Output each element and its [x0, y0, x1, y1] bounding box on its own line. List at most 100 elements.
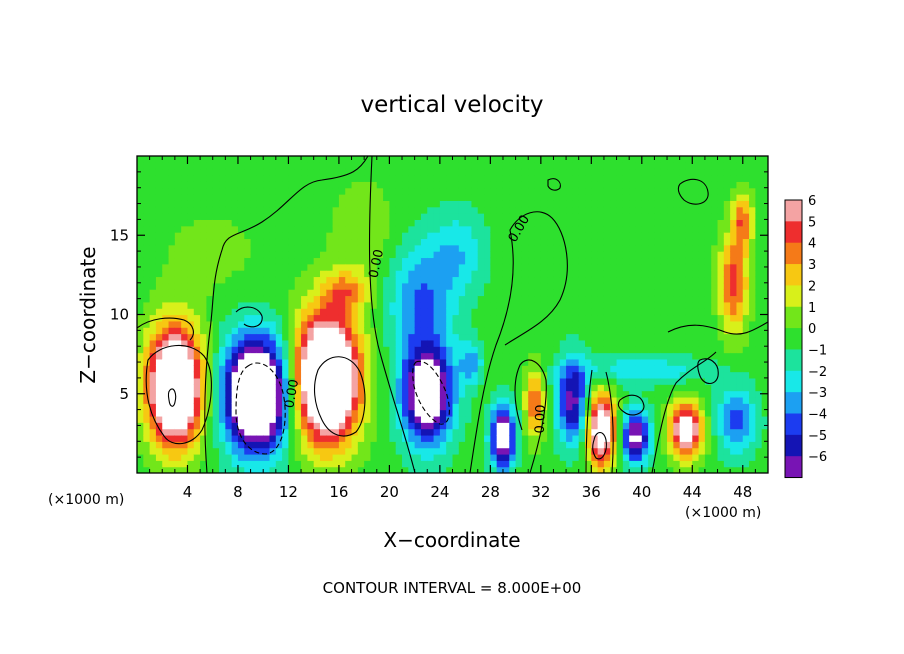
field-cell	[162, 251, 170, 259]
field-cell	[736, 282, 744, 290]
field-cell	[540, 339, 548, 347]
field-cell	[717, 276, 725, 284]
field-cell	[263, 339, 271, 347]
field-cell	[566, 358, 573, 366]
field-cell	[376, 200, 384, 208]
field-cell	[162, 396, 170, 404]
field-cell	[439, 162, 447, 170]
field-cell	[736, 257, 744, 265]
field-cell	[660, 447, 668, 455]
field-cell	[313, 346, 321, 354]
field-cell	[181, 428, 189, 436]
field-cell	[547, 453, 555, 461]
field-cell	[269, 213, 277, 220]
field-cell	[559, 346, 567, 354]
field-cell	[275, 181, 283, 189]
field-cell	[496, 162, 504, 170]
field-cell	[521, 219, 529, 227]
field-cell	[402, 327, 409, 335]
field-cell	[559, 314, 567, 322]
field-cell	[256, 453, 264, 461]
field-cell	[723, 200, 731, 208]
field-cell	[408, 295, 416, 303]
field-cell	[603, 466, 611, 473]
field-cell	[616, 238, 624, 246]
field-cell	[294, 466, 302, 473]
field-cell	[187, 225, 195, 233]
field-cell	[685, 257, 693, 265]
field-cell	[591, 282, 599, 290]
field-cell	[376, 257, 384, 265]
field-cell	[383, 225, 390, 233]
field-cell	[749, 257, 756, 265]
field-cell	[502, 213, 510, 220]
field-cell	[301, 238, 308, 246]
field-cell	[685, 384, 693, 392]
field-cell	[427, 409, 435, 417]
field-cell	[225, 314, 233, 322]
field-cell	[307, 390, 315, 398]
field-cell	[181, 384, 189, 392]
field-cell	[250, 219, 258, 227]
field-cell	[755, 365, 763, 373]
field-cell	[275, 428, 283, 436]
field-cell	[446, 206, 454, 214]
field-cell	[673, 282, 681, 290]
field-cell	[402, 339, 409, 347]
field-cell	[389, 358, 397, 366]
field-cell	[364, 232, 372, 240]
field-cell	[452, 422, 460, 430]
field-cell	[761, 244, 768, 252]
field-cell	[704, 289, 712, 297]
field-cell	[143, 358, 151, 366]
field-cell	[711, 162, 719, 170]
field-cell	[275, 213, 283, 220]
field-cell	[515, 352, 523, 360]
field-cell	[471, 295, 479, 303]
field-cell	[711, 333, 719, 341]
field-cell	[256, 428, 264, 436]
field-cell	[597, 415, 605, 423]
field-cell	[174, 257, 182, 265]
field-cell	[749, 200, 756, 208]
field-cell	[307, 175, 315, 182]
field-cell	[591, 320, 599, 328]
field-cell	[301, 206, 308, 214]
field-cell	[288, 282, 296, 290]
field-cell	[250, 200, 258, 208]
field-cell	[319, 384, 327, 392]
field-cell	[439, 466, 447, 473]
field-cell	[547, 181, 555, 189]
field-cell	[193, 441, 201, 449]
field-cell	[294, 156, 302, 163]
field-cell	[717, 270, 725, 278]
field-cell	[749, 346, 756, 354]
field-cell	[534, 466, 542, 473]
field-cell	[446, 396, 454, 404]
field-cell	[528, 289, 536, 297]
field-cell	[458, 289, 466, 297]
field-cell	[692, 232, 700, 240]
field-cell	[566, 232, 573, 240]
field-cell	[212, 384, 220, 392]
field-cell	[502, 460, 510, 468]
field-cell	[193, 371, 201, 379]
field-cell	[364, 200, 372, 208]
field-cell	[673, 352, 681, 360]
field-cell	[326, 282, 334, 290]
field-cell	[616, 168, 624, 176]
field-cell	[654, 384, 662, 392]
field-cell	[591, 371, 599, 379]
field-cell	[420, 200, 428, 208]
field-cell	[181, 206, 189, 214]
field-cell	[685, 422, 693, 430]
field-cell	[288, 390, 296, 398]
field-cell	[585, 339, 592, 347]
field-cell	[629, 225, 637, 233]
field-cell	[168, 308, 176, 316]
field-cell	[679, 327, 687, 335]
field-cell	[282, 289, 290, 297]
field-cell	[395, 447, 403, 455]
field-cell	[458, 238, 466, 246]
